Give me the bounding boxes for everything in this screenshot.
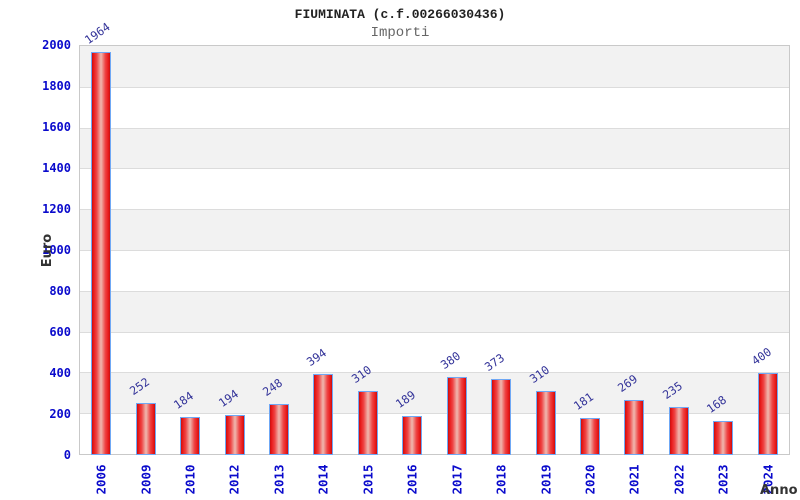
grid-line <box>80 127 789 129</box>
grid-line <box>80 250 789 251</box>
plot-area <box>79 45 790 455</box>
x-tick-label: 2006 <box>93 463 109 495</box>
x-tick-label: 2014 <box>315 463 331 495</box>
grid-band <box>80 46 789 87</box>
grid-band <box>80 331 789 373</box>
x-tick-label: 2015 <box>360 463 376 495</box>
bar-2013 <box>268 404 289 455</box>
x-tick-label: 2012 <box>227 463 243 495</box>
x-tick-label: 2019 <box>538 463 554 495</box>
x-tick-label: 2009 <box>138 463 154 495</box>
y-tick-label: 400 <box>49 366 71 380</box>
y-tick-label: 2000 <box>42 38 71 52</box>
y-tick-label: 0 <box>63 448 71 462</box>
grid-line <box>80 168 789 170</box>
grid-band <box>80 86 789 128</box>
y-tick-label: 1800 <box>42 79 71 93</box>
bar-2017 <box>446 377 467 455</box>
grid-band <box>80 372 789 414</box>
grid-line <box>80 209 789 211</box>
y-tick-label: 800 <box>49 284 71 298</box>
y-tick-label: 1400 <box>42 161 71 175</box>
x-tick-label: 2017 <box>449 463 465 495</box>
grid-line <box>80 413 789 415</box>
bar-2018 <box>491 378 512 455</box>
x-tick-label: 2021 <box>626 463 642 495</box>
bar-2014 <box>313 374 334 455</box>
grid-band <box>80 290 789 332</box>
grid-line <box>80 331 789 333</box>
grid-line <box>80 372 789 374</box>
bar-2006 <box>91 52 112 455</box>
grid-line <box>80 86 789 88</box>
chart-subtitle: Importi <box>370 25 430 41</box>
chart-title: FIUMINATA (c.f.00266030436) <box>294 7 506 22</box>
bar-2019 <box>535 391 556 455</box>
bar-2020 <box>580 417 601 455</box>
x-tick-label: 2016 <box>404 463 420 495</box>
y-tick-label: 1600 <box>42 120 71 134</box>
bar-2016 <box>402 416 423 455</box>
x-tick-label: 2010 <box>182 463 198 495</box>
bar-2024 <box>757 373 778 455</box>
bar-2010 <box>180 417 201 455</box>
x-tick-label: 2022 <box>671 463 687 495</box>
bar-2023 <box>713 420 734 455</box>
x-axis-title: Anno <box>760 483 798 498</box>
grid-line <box>80 290 789 292</box>
x-tick-label: 2018 <box>493 463 509 495</box>
y-tick-label: 1000 <box>42 243 71 257</box>
x-tick-label: 2013 <box>271 463 287 495</box>
y-tick-label: 600 <box>49 325 71 339</box>
grid-band <box>80 168 789 210</box>
y-tick-label: 200 <box>49 407 71 421</box>
bar-2022 <box>668 406 689 455</box>
y-axis-title: Euro <box>40 233 56 268</box>
grid-band <box>80 250 789 291</box>
bar-2009 <box>135 403 156 455</box>
x-tick-label: 2023 <box>715 463 731 495</box>
bar-2015 <box>357 391 378 455</box>
grid-band <box>80 127 789 169</box>
bar-2021 <box>624 399 645 455</box>
grid-band <box>80 209 789 250</box>
x-tick-label: 2020 <box>582 463 598 495</box>
bar-2012 <box>224 415 245 455</box>
y-tick-label: 1200 <box>42 202 71 216</box>
